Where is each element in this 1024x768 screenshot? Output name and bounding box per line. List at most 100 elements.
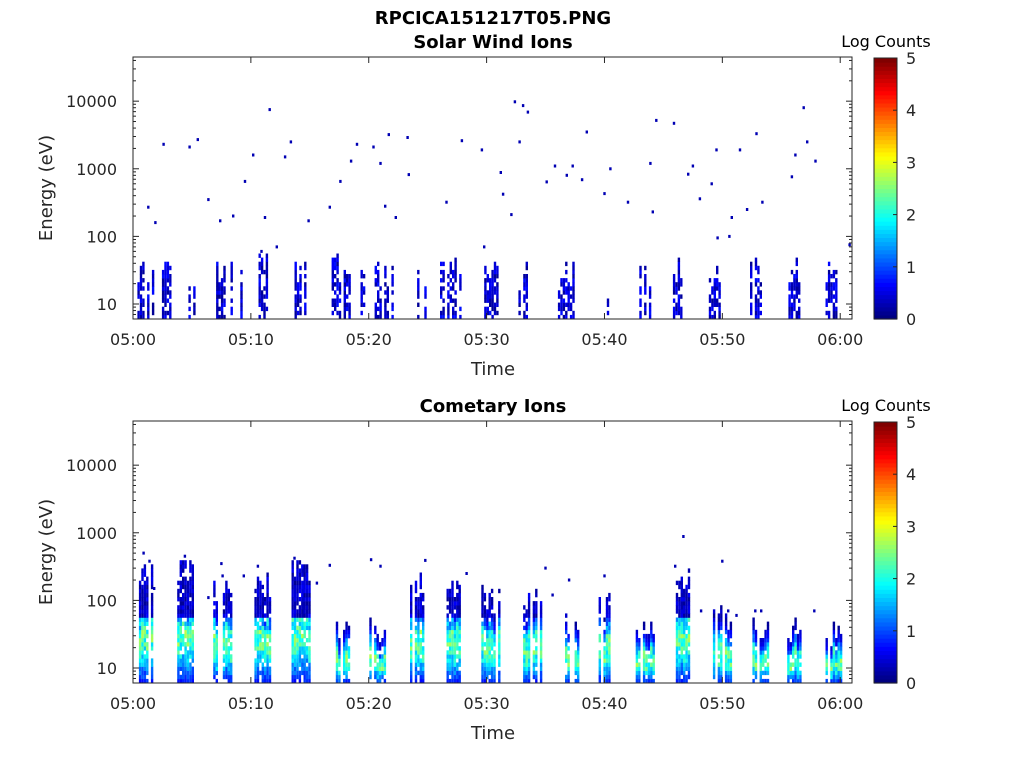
spectrogram-cell bbox=[759, 666, 762, 671]
spectrogram-cell bbox=[254, 674, 257, 680]
spectrogram-cell bbox=[490, 613, 494, 618]
spectrogram-cell bbox=[362, 290, 366, 295]
spectrogram-cell bbox=[166, 278, 170, 283]
spectrogram-cell bbox=[523, 666, 526, 671]
x-tick-label: 05:40 bbox=[581, 330, 627, 349]
spectrogram-cell bbox=[680, 646, 683, 651]
spectrogram-cell bbox=[832, 274, 836, 279]
spectrogram-cell bbox=[213, 584, 216, 590]
spectrogram-cell bbox=[419, 572, 422, 577]
spectrogram-cell bbox=[560, 306, 563, 312]
spectrogram-cell bbox=[683, 638, 686, 643]
spectrogram-cell bbox=[376, 633, 379, 639]
spectrogram-cell bbox=[139, 314, 143, 320]
spectrogram-cell bbox=[177, 646, 180, 651]
spectrogram-cell bbox=[605, 666, 609, 671]
spectrogram-cell bbox=[452, 298, 455, 303]
spectrogram-cell bbox=[481, 621, 484, 626]
spectrogram-cell bbox=[456, 633, 459, 639]
spectrogram-cell bbox=[724, 670, 728, 676]
spectrogram-cell bbox=[296, 564, 299, 569]
spectrogram-cell bbox=[138, 609, 142, 614]
spectrogram-cell bbox=[717, 638, 721, 643]
spectrogram-cell bbox=[486, 650, 489, 655]
spectrogram-cell bbox=[762, 662, 765, 667]
spectrogram-cell bbox=[527, 625, 531, 631]
spectrogram-cell bbox=[410, 588, 413, 594]
spectrogram-cell bbox=[417, 601, 420, 606]
spectrogram-cell bbox=[835, 658, 838, 663]
spectrogram-cell bbox=[685, 588, 688, 594]
spectrogram-cell bbox=[291, 638, 294, 643]
spectrogram-cell bbox=[446, 658, 449, 663]
spectrogram-cell bbox=[308, 588, 311, 594]
spectrogram-cell bbox=[213, 633, 216, 639]
spectrogram-cell bbox=[794, 638, 797, 643]
spectrogram-cell bbox=[752, 658, 755, 663]
spectrogram-cell bbox=[759, 654, 762, 659]
spectrogram-cell bbox=[266, 601, 269, 606]
spectrogram-cell bbox=[650, 666, 653, 671]
spectrogram-cell bbox=[835, 269, 838, 275]
spectrogram-cell bbox=[523, 642, 526, 647]
spectrogram-cell bbox=[486, 625, 489, 631]
spectrogram-cell bbox=[720, 609, 723, 614]
burst bbox=[161, 261, 172, 320]
panel-title-cometary: Cometary Ions bbox=[420, 396, 567, 417]
spectrogram-cell bbox=[793, 294, 796, 299]
spectrogram-cell bbox=[188, 306, 191, 312]
spectrogram-cell bbox=[750, 286, 753, 291]
spectrogram-cell bbox=[227, 625, 230, 631]
colorbar-segment bbox=[874, 90, 897, 96]
spectrogram-cell bbox=[141, 666, 144, 671]
scatter-cell bbox=[142, 551, 145, 555]
spectrogram-cell bbox=[296, 560, 299, 565]
colorbar-segment bbox=[874, 589, 897, 594]
spectrogram-cell bbox=[683, 617, 686, 622]
colorbar-tick-label: 1 bbox=[906, 622, 916, 641]
spectrogram-cell bbox=[298, 654, 302, 659]
spectrogram-cell bbox=[638, 638, 641, 643]
spectrogram-cell bbox=[718, 294, 721, 299]
spectrogram-cell bbox=[498, 588, 501, 594]
spectrogram-cell bbox=[293, 588, 297, 594]
spectrogram-cell bbox=[454, 298, 457, 303]
spectrogram-cell bbox=[759, 310, 762, 316]
spectrogram-cell bbox=[179, 666, 182, 671]
scatter-cell bbox=[221, 574, 224, 578]
spectrogram-cell bbox=[523, 278, 526, 283]
spectrogram-cell bbox=[720, 633, 723, 639]
spectrogram-cell bbox=[799, 646, 802, 651]
spectrogram-cell bbox=[338, 310, 342, 316]
plot-area-cometary bbox=[138, 535, 843, 684]
spectrogram-cell bbox=[301, 621, 304, 626]
spectrogram-cell bbox=[338, 650, 341, 655]
spectrogram-cell bbox=[451, 609, 454, 614]
spectrogram-cell bbox=[447, 314, 450, 320]
spectrogram-cell bbox=[830, 298, 833, 303]
spectrogram-cell bbox=[523, 310, 526, 316]
spectrogram-cell bbox=[451, 650, 454, 655]
spectrogram-cell bbox=[424, 290, 427, 295]
spectrogram-cell bbox=[680, 666, 683, 671]
spectrogram-cell bbox=[303, 678, 306, 684]
spectrogram-cell bbox=[343, 638, 346, 643]
spectrogram-cell bbox=[414, 609, 418, 614]
spectrogram-cell bbox=[796, 638, 800, 643]
spectrogram-cell bbox=[143, 617, 147, 622]
spectrogram-cell bbox=[305, 576, 309, 581]
spectrogram-cell bbox=[177, 605, 180, 610]
spectrogram-cell bbox=[230, 662, 233, 667]
spectrogram-cell bbox=[539, 601, 543, 606]
spectrogram-cell bbox=[448, 621, 452, 626]
spectrogram-cell bbox=[223, 286, 226, 291]
spectrogram-cell bbox=[266, 572, 269, 577]
spectrogram-cell bbox=[489, 278, 492, 283]
spectrogram-cell bbox=[213, 588, 216, 594]
spectrogram-cell bbox=[264, 674, 267, 680]
spectrogram-cell bbox=[837, 633, 840, 639]
spectrogram-cell bbox=[225, 642, 228, 647]
spectrogram-cell bbox=[560, 302, 563, 307]
spectrogram-cell bbox=[222, 666, 226, 671]
spectrogram-cell bbox=[493, 302, 497, 307]
